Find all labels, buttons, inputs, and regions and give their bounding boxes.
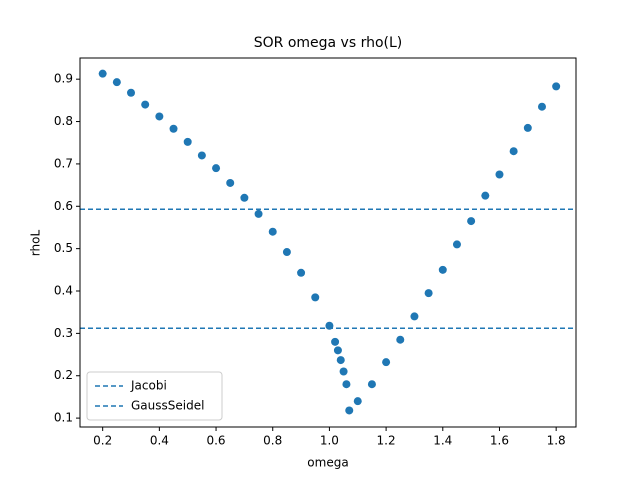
y-tick-label: 0.1 xyxy=(54,411,73,425)
legend-box xyxy=(86,371,223,421)
point xyxy=(410,312,419,321)
point xyxy=(552,82,561,91)
y-tick-label: 0.6 xyxy=(54,199,73,213)
x-tick-label: 0.2 xyxy=(93,434,112,448)
point xyxy=(523,123,532,132)
point xyxy=(112,78,121,87)
point xyxy=(183,137,192,146)
point xyxy=(495,170,504,179)
x-tick-label: 1.6 xyxy=(490,434,509,448)
y-axis-label: rhoL xyxy=(29,230,43,257)
point xyxy=(240,193,249,202)
point xyxy=(342,380,351,389)
x-tick-label: 0.6 xyxy=(206,434,225,448)
point xyxy=(481,191,490,200)
chart-title: SOR omega vs rho(L) xyxy=(254,35,403,51)
point xyxy=(155,112,164,121)
x-tick-label: 1.0 xyxy=(320,434,339,448)
point xyxy=(169,124,178,133)
point xyxy=(333,346,342,355)
point xyxy=(424,289,433,298)
x-tick-label: 1.8 xyxy=(547,434,566,448)
point xyxy=(367,380,376,389)
point xyxy=(382,358,391,367)
point xyxy=(268,227,277,236)
point xyxy=(197,151,206,160)
point xyxy=(353,397,362,406)
point xyxy=(127,88,136,97)
point xyxy=(537,102,546,111)
y-tick-label: 0.2 xyxy=(54,368,73,382)
point xyxy=(141,100,150,109)
y-tick-label: 0.4 xyxy=(54,284,73,298)
x-tick-label: 0.4 xyxy=(150,434,169,448)
point xyxy=(509,147,518,156)
x-axis-label: omega xyxy=(307,456,348,470)
y-tick-label: 0.8 xyxy=(54,114,73,128)
x-tick-label: 1.2 xyxy=(377,434,396,448)
point xyxy=(339,367,348,376)
point xyxy=(396,335,405,344)
point xyxy=(98,69,107,78)
legend-label: Jacobi xyxy=(130,379,167,393)
point xyxy=(297,268,306,277)
y-tick-label: 0.5 xyxy=(54,241,73,255)
y-tick-label: 0.9 xyxy=(54,72,73,86)
point xyxy=(311,293,320,302)
point xyxy=(282,248,291,257)
legend-label: GaussSeidel xyxy=(131,399,204,413)
point xyxy=(212,164,221,173)
point xyxy=(226,178,235,187)
y-tick-label: 0.3 xyxy=(54,326,73,340)
point xyxy=(331,337,340,346)
point xyxy=(438,265,447,274)
point xyxy=(467,217,476,226)
point xyxy=(336,356,345,365)
y-tick-label: 0.7 xyxy=(54,156,73,170)
point xyxy=(452,240,461,249)
axes-frame xyxy=(79,57,577,428)
point xyxy=(254,209,263,218)
point xyxy=(345,406,354,415)
x-tick-label: 1.4 xyxy=(433,434,452,448)
x-tick-label: 0.8 xyxy=(263,434,282,448)
